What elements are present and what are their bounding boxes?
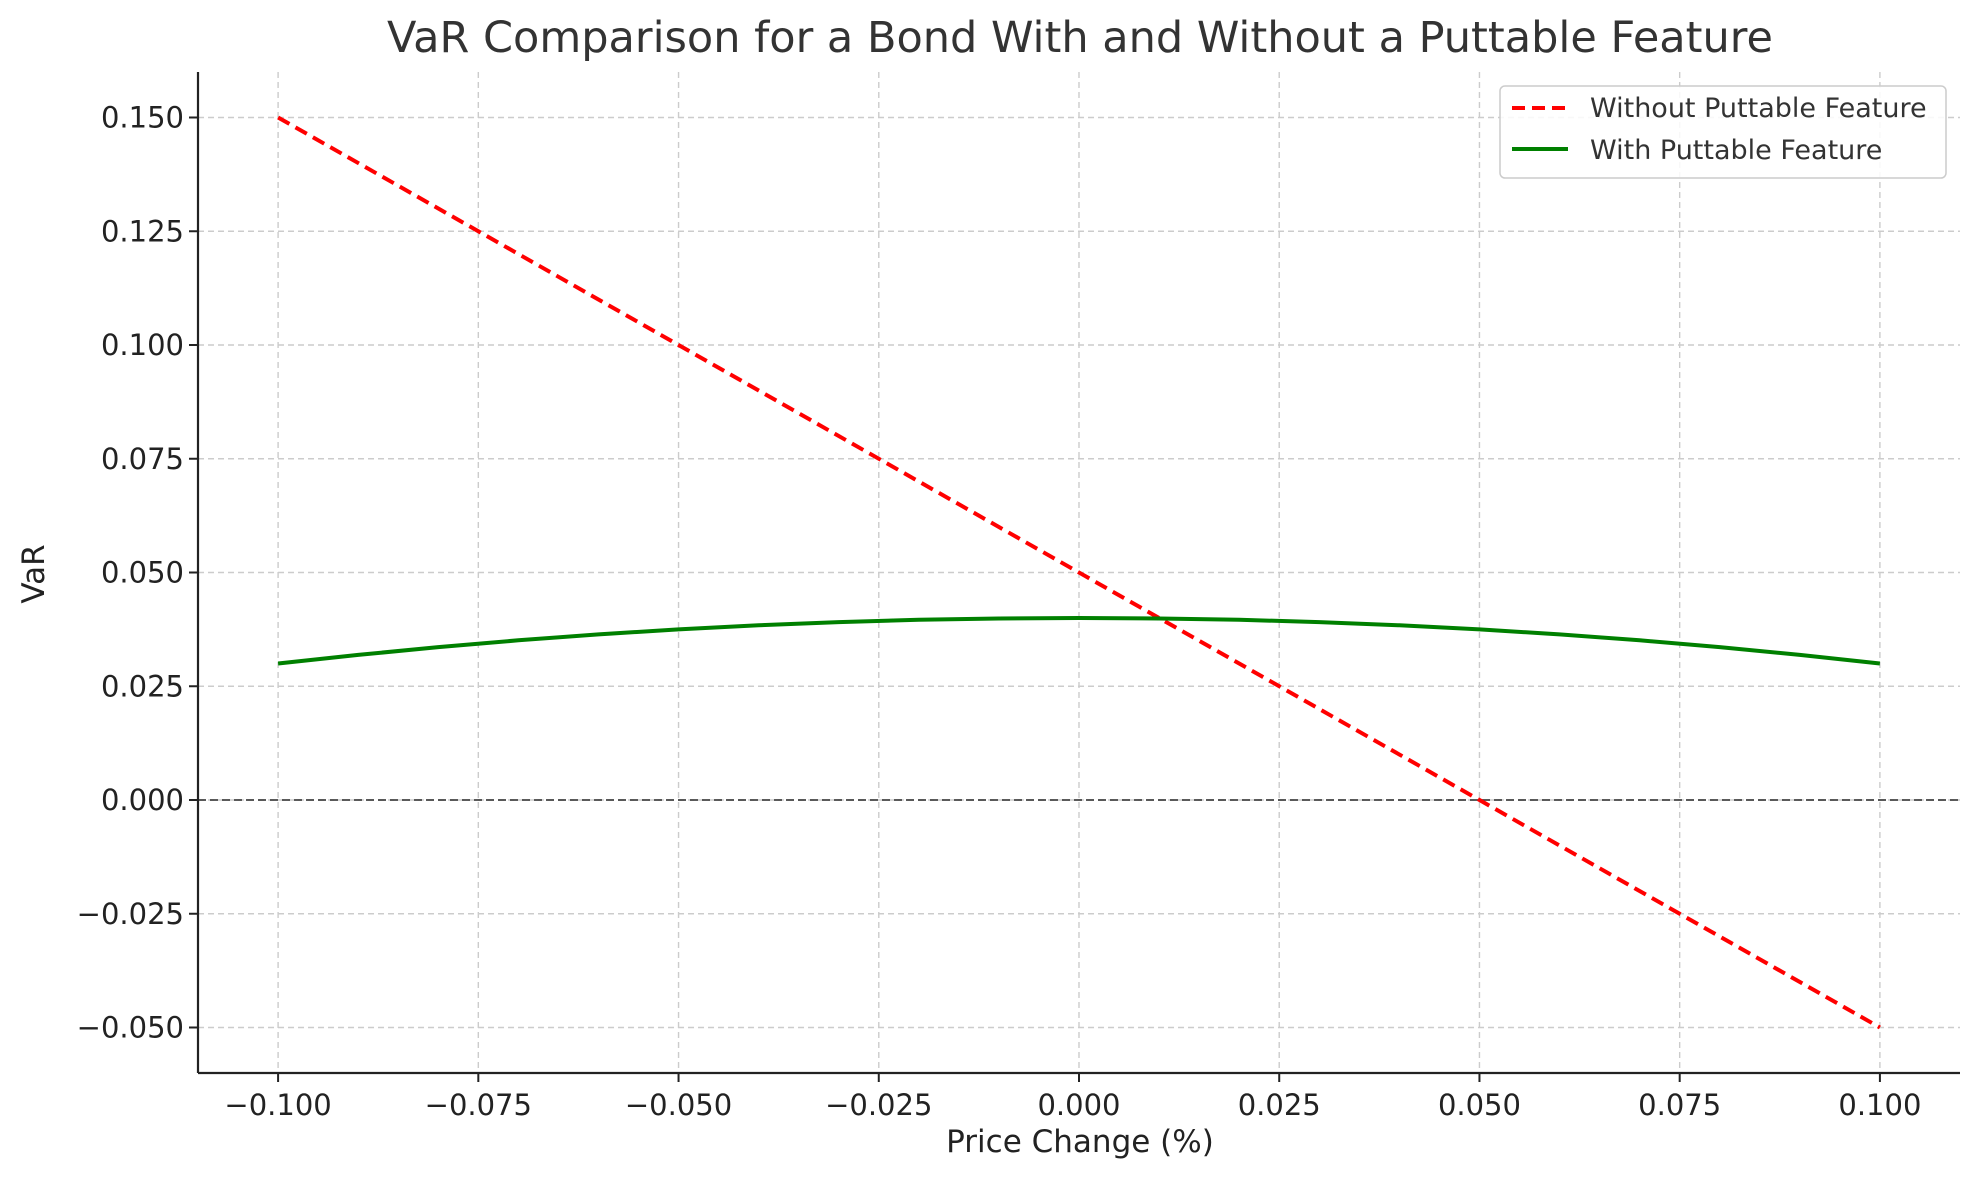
x-tick-label: 0.025 — [1238, 1088, 1321, 1122]
legend-label-without-puttable: Without Puttable Feature — [1590, 93, 1927, 124]
x-tick-label: 0.000 — [1037, 1088, 1120, 1122]
x-tick-label: −0.050 — [625, 1088, 732, 1122]
x-tick-label: −0.075 — [425, 1088, 532, 1122]
x-axis-ticks: −0.100 −0.075 −0.050 −0.025 0.000 0.025 0.050 0… — [224, 1073, 1921, 1122]
y-tick-label: 0.125 — [101, 214, 184, 248]
y-tick-label: −0.050 — [77, 1011, 184, 1045]
y-tick-label: 0.025 — [101, 669, 184, 703]
x-tick-label: −0.100 — [224, 1088, 331, 1122]
chart-title: VaR Comparison for a Bond With and Witho… — [387, 13, 1773, 63]
y-axis-label: VaR — [16, 544, 52, 603]
y-tick-label: 0.100 — [101, 328, 184, 362]
legend-box — [1499, 85, 1947, 179]
x-axis-label: Price Change (%) — [946, 1124, 1214, 1160]
legend: Without Puttable Feature With Puttable F… — [1499, 85, 1947, 179]
x-tick-label: 0.075 — [1638, 1088, 1721, 1122]
y-tick-label: −0.025 — [77, 897, 184, 931]
y-tick-label: 0.050 — [101, 556, 184, 590]
x-tick-label: 0.050 — [1438, 1088, 1521, 1122]
y-tick-label: 0.075 — [101, 442, 184, 476]
series-layer — [277, 115, 1881, 1030]
series-line-without-puttable — [277, 115, 1881, 1030]
y-tick-label: 0.150 — [101, 101, 184, 135]
legend-label-with-puttable: With Puttable Feature — [1590, 135, 1882, 166]
series-line-with-puttable — [277, 616, 1881, 666]
y-axis-ticks: −0.050 −0.025 0.000 0.025 0.050 0.075 0.100 0.1… — [77, 101, 198, 1045]
y-tick-label: 0.000 — [101, 783, 184, 817]
grid — [198, 72, 1960, 1073]
x-tick-label: 0.100 — [1838, 1088, 1921, 1122]
x-tick-label: −0.025 — [825, 1088, 932, 1122]
